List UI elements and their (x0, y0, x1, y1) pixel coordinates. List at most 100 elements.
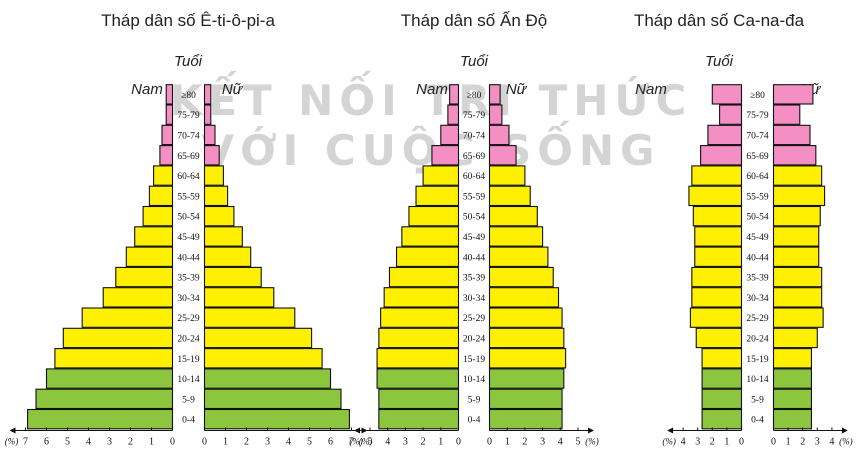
age-group-label: 20-24 (746, 334, 768, 344)
bar-male-65-69 (159, 145, 174, 166)
bar-female-0-4 (488, 408, 563, 430)
age-group-label: 75-79 (463, 111, 485, 121)
bar-female-0-4 (203, 408, 350, 430)
tick-label: 5 (65, 437, 70, 448)
bar-female-20-24 (772, 327, 818, 349)
age-group-label: 35-39 (177, 274, 199, 284)
bar-male-10-14 (45, 368, 174, 389)
age-group-label: 15-19 (746, 355, 768, 365)
bar-female-35-39 (772, 266, 823, 288)
bar-female-5-9 (203, 388, 342, 410)
tick-label: 6 (328, 437, 333, 448)
tick-label: 2 (421, 437, 426, 448)
unit-label-right: (%) (839, 437, 853, 447)
tick-label: 6 (44, 437, 49, 448)
bar-female-25-29 (203, 307, 296, 328)
age-group-label: 30-34 (177, 294, 199, 304)
age-axis-label: Tuổi (460, 53, 489, 70)
bar-female-35-39 (203, 266, 262, 288)
bar-male-70-74 (707, 124, 743, 146)
bar-male-60-64 (691, 165, 743, 186)
bar-male-65-69 (431, 145, 460, 166)
bar-male-70-74 (440, 124, 460, 146)
tick-label: 7 (23, 437, 28, 448)
age-group-label: 45-49 (746, 233, 768, 243)
age-group-label: 70-74 (463, 131, 485, 141)
bar-male-0-4 (27, 408, 174, 430)
bar-female-50-54 (488, 205, 538, 227)
age-group-label: 60-64 (463, 172, 485, 182)
age-axis-label: Tuổi (705, 53, 734, 70)
bar-male-50-54 (408, 205, 460, 227)
bar-male-15-19 (54, 348, 174, 369)
bar-female-25-29 (772, 307, 824, 328)
tick-label: 3 (265, 437, 270, 448)
tick-label: 4 (829, 437, 834, 448)
chart-title: Tháp dân số Ấn Độ (401, 11, 547, 30)
age-group-label: 10-14 (463, 375, 485, 385)
bar-male-50-54 (142, 205, 174, 227)
unit-label-left: (%) (5, 437, 19, 447)
age-group-label: 75-79 (177, 111, 199, 121)
bar-female-55-59 (488, 185, 531, 207)
pyramid-chart-3: Tháp dân số Ca-na-đaTuổiNamNữ0-45-910-14… (634, 11, 853, 448)
bar-male-20-24 (62, 327, 174, 349)
age-group-label: 5-9 (468, 395, 481, 405)
bar-female-≥80 (488, 84, 501, 105)
pyramid-chart-2: Tháp dân số Ấn Độ Tuổi Nam Nữ 0-4 5-9 10-14 15-… (349, 11, 599, 448)
tick-label: 4 (286, 437, 291, 448)
bar-female-35-39 (488, 266, 554, 288)
bar-male-75-79 (719, 104, 743, 125)
bar-male-55-59 (688, 185, 743, 207)
age-group-label: 0-4 (182, 416, 195, 426)
age-group-label: 35-39 (746, 274, 768, 284)
tick-label: 3 (540, 437, 545, 448)
tick-label: 2 (710, 437, 715, 448)
age-group-label: 25-29 (177, 314, 199, 324)
bar-female-65-69 (203, 145, 220, 166)
bar-female-75-79 (772, 104, 801, 125)
bar-female-20-24 (488, 327, 565, 349)
tick-label: 3 (695, 437, 700, 448)
bar-male-50-54 (692, 205, 743, 227)
tick-label: 2 (128, 437, 133, 448)
bar-male-45-49 (134, 226, 174, 247)
age-group-label: 50-54 (177, 213, 199, 223)
age-group-label: 55-59 (463, 192, 485, 202)
age-group-label: 30-34 (463, 294, 485, 304)
bar-female-50-54 (772, 205, 821, 227)
bar-male-70-74 (161, 124, 174, 146)
age-group-label: 40-44 (746, 253, 768, 263)
bar-female-45-49 (488, 226, 544, 247)
bar-female-30-34 (203, 287, 275, 308)
tick-label: 3 (815, 437, 820, 448)
tick-label: 1 (505, 437, 510, 448)
bar-male-25-29 (81, 307, 174, 328)
age-group-label: 0-4 (468, 416, 481, 426)
bar-female-40-44 (772, 246, 820, 267)
age-group-label: 45-49 (463, 233, 485, 243)
female-label: Nữ (222, 81, 244, 98)
bar-female-55-59 (772, 185, 826, 207)
bar-male-≥80 (711, 84, 743, 105)
age-group-label: 25-29 (746, 314, 768, 324)
bar-female-0-4 (772, 408, 813, 430)
bar-male-5-9 (701, 388, 743, 410)
bar-male-≥80 (449, 84, 460, 105)
bar-female-20-24 (203, 327, 313, 349)
bar-female-10-14 (488, 368, 565, 389)
age-group-label: 20-24 (177, 334, 199, 344)
bar-female-15-19 (772, 348, 813, 369)
bar-female-5-9 (488, 388, 563, 410)
bar-female-75-79 (203, 104, 212, 125)
tick-label: 0 (739, 437, 744, 448)
axis-arrow-right (841, 427, 848, 434)
unit-label-right: (%) (359, 437, 373, 447)
chart-title: Tháp dân số Ê-ti-ô-pi-a (101, 11, 275, 30)
tick-label: 0 (170, 437, 175, 448)
age-group-label: 45-49 (177, 233, 199, 243)
bar-male-20-24 (695, 327, 743, 349)
age-group-label: 10-14 (177, 375, 199, 385)
bar-male-30-34 (383, 287, 460, 308)
